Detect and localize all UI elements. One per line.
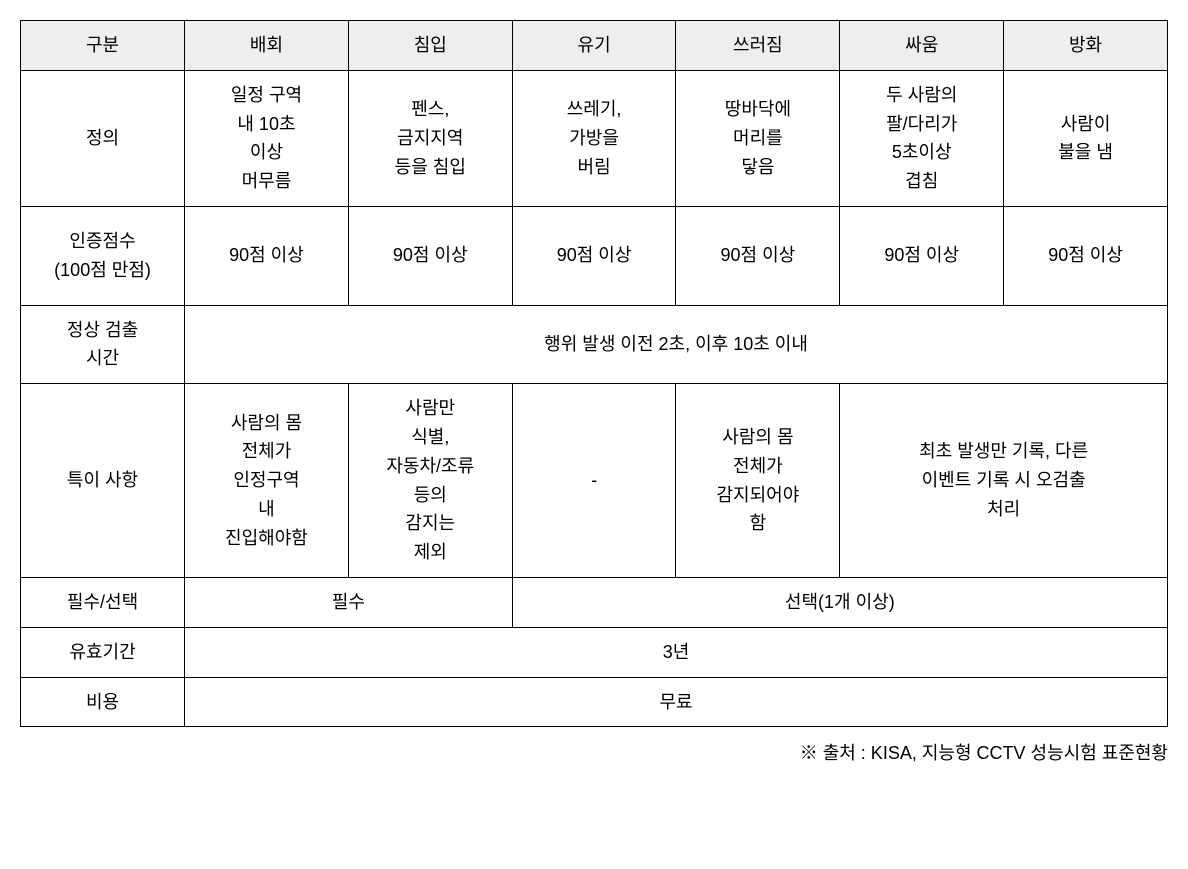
data-cell: 90점 이상 — [840, 206, 1004, 305]
row-validity: 유효기간 3년 — [21, 627, 1168, 677]
row-detection-time: 정상 검출 시간 행위 발생 이전 2초, 이후 10초 이내 — [21, 305, 1168, 384]
row-score: 인증점수 (100점 만점) 90점 이상 90점 이상 90점 이상 90점 … — [21, 206, 1168, 305]
header-abandonment: 유기 — [512, 21, 676, 71]
row-special-notes: 특이 사항 사람의 몸 전체가 인정구역 내 진입해야함 사람만 식별, 자동차… — [21, 384, 1168, 578]
table-header-row: 구분 배회 침입 유기 쓰러짐 싸움 방화 — [21, 21, 1168, 71]
source-footnote: ※ 출처 : KISA, 지능형 CCTV 성능시험 표준현황 — [20, 739, 1168, 765]
data-cell: 90점 이상 — [348, 206, 512, 305]
data-cell: 사람의 몸 전체가 감지되어야 함 — [676, 384, 840, 578]
data-cell-merged: 무료 — [185, 677, 1168, 727]
data-cell: 펜스, 금지지역 등을 침입 — [348, 70, 512, 206]
header-falling: 쓰러짐 — [676, 21, 840, 71]
row-mandatory: 필수/선택 필수 선택(1개 이상) — [21, 577, 1168, 627]
data-cell: 90점 이상 — [512, 206, 676, 305]
header-intrusion: 침입 — [348, 21, 512, 71]
data-cell: 사람의 몸 전체가 인정구역 내 진입해야함 — [185, 384, 349, 578]
data-cell-merged: 3년 — [185, 627, 1168, 677]
row-label: 정의 — [21, 70, 185, 206]
header-fighting: 싸움 — [840, 21, 1004, 71]
row-label: 인증점수 (100점 만점) — [21, 206, 185, 305]
data-cell-merged: 필수 — [185, 577, 513, 627]
header-category: 구분 — [21, 21, 185, 71]
row-definition: 정의 일정 구역 내 10초 이상 머무름 펜스, 금지지역 등을 침입 쓰레기… — [21, 70, 1168, 206]
data-cell: 쓰레기, 가방을 버림 — [512, 70, 676, 206]
header-loitering: 배회 — [185, 21, 349, 71]
data-cell: 일정 구역 내 10초 이상 머무름 — [185, 70, 349, 206]
row-label: 비용 — [21, 677, 185, 727]
data-cell: 90점 이상 — [1004, 206, 1168, 305]
data-cell: 땅바닥에 머리를 닿음 — [676, 70, 840, 206]
row-label: 정상 검출 시간 — [21, 305, 185, 384]
header-arson: 방화 — [1004, 21, 1168, 71]
data-cell: - — [512, 384, 676, 578]
cctv-standards-table: 구분 배회 침입 유기 쓰러짐 싸움 방화 정의 일정 구역 내 10초 이상 … — [20, 20, 1168, 727]
data-cell: 사람이 불을 냄 — [1004, 70, 1168, 206]
row-label: 특이 사항 — [21, 384, 185, 578]
row-label: 유효기간 — [21, 627, 185, 677]
data-cell-merged: 선택(1개 이상) — [512, 577, 1167, 627]
row-cost: 비용 무료 — [21, 677, 1168, 727]
data-cell-merged: 최초 발생만 기록, 다른 이벤트 기록 시 오검출 처리 — [840, 384, 1168, 578]
data-cell: 90점 이상 — [185, 206, 349, 305]
data-cell: 두 사람의 팔/다리가 5초이상 겹침 — [840, 70, 1004, 206]
data-cell-merged: 행위 발생 이전 2초, 이후 10초 이내 — [185, 305, 1168, 384]
data-cell: 90점 이상 — [676, 206, 840, 305]
data-cell: 사람만 식별, 자동차/조류 등의 감지는 제외 — [348, 384, 512, 578]
row-label: 필수/선택 — [21, 577, 185, 627]
